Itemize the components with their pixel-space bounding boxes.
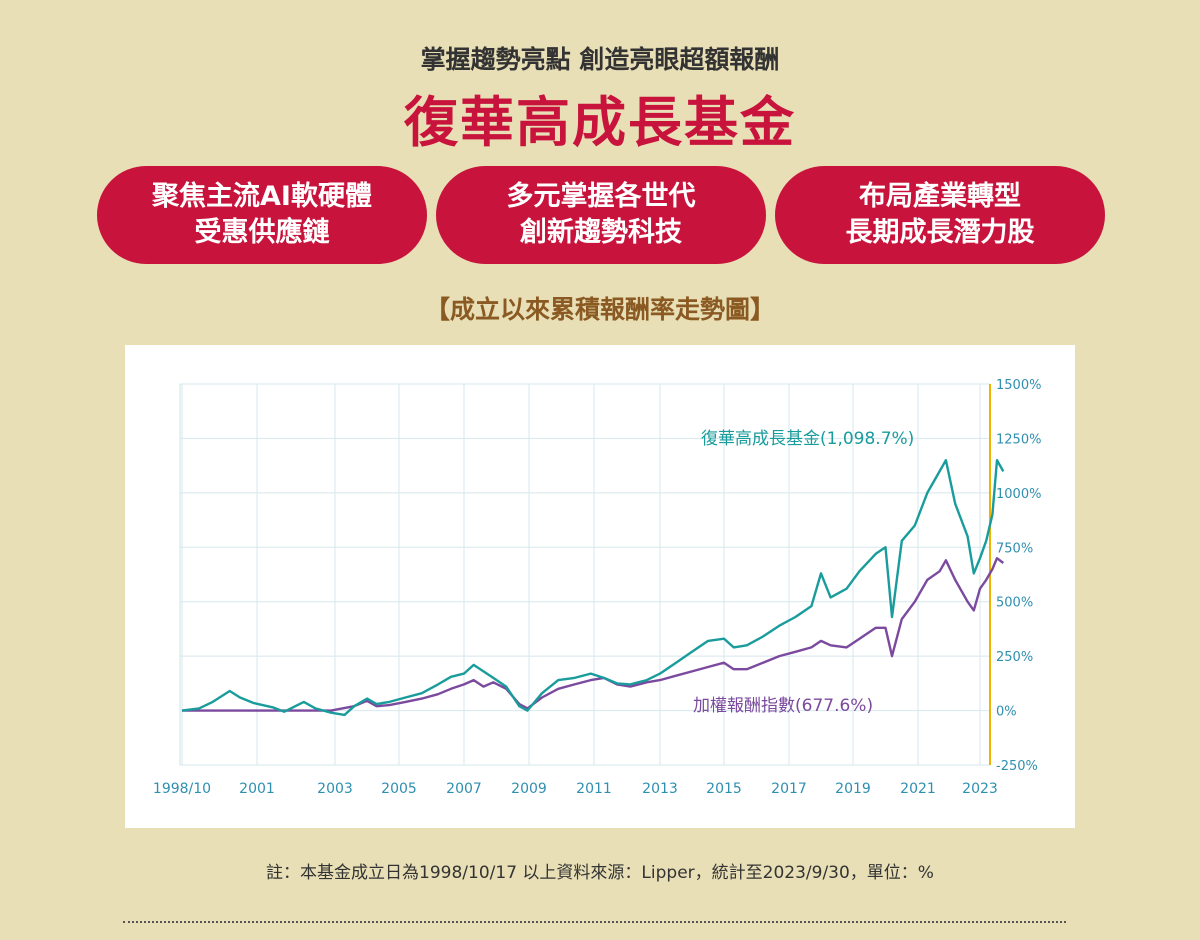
y-tick-label: 250% — [996, 650, 1033, 665]
y-tick-label: 500% — [996, 596, 1033, 611]
x-tick-label: 2017 — [771, 781, 807, 797]
chart-section-title: 【成立以來累積報酬率走勢圖】 — [424, 295, 775, 324]
feature-pill-line1: 布局產業轉型 — [859, 181, 1021, 212]
dotted-divider — [123, 921, 1066, 923]
x-tick-label: 2021 — [900, 781, 936, 797]
x-tick-label: 2009 — [511, 781, 547, 797]
x-tick-label: 2001 — [239, 781, 275, 797]
x-tick-label: 1998/10 — [153, 781, 211, 797]
chart-card: 1500% 1250% 1000% 750% 500% 250% 0% -250% 1998/1… — [125, 345, 1075, 828]
series-line-index — [182, 557, 1005, 712]
index-series-label: 加權報酬指數(677.6%) — [693, 696, 873, 716]
feature-pill-line2: 長期成長潛力股 — [845, 217, 1035, 248]
feature-pill-innovation: 多元掌握各世代 創新趨勢科技 — [436, 166, 766, 264]
page-subtitle: 掌握趨勢亮點 創造亮眼超額報酬 — [420, 45, 780, 74]
x-tick-label: 2013 — [642, 781, 678, 797]
y-tick-label: -250% — [996, 759, 1038, 774]
feature-pill-line2: 受惠供應鏈 — [194, 217, 330, 248]
y-tick-label: 1500% — [996, 378, 1041, 393]
x-tick-label: 2011 — [576, 781, 612, 797]
y-tick-label: 1000% — [996, 487, 1041, 502]
x-tick-label: 2019 — [835, 781, 871, 797]
feature-pill-ai: 聚焦主流AI軟硬體 受惠供應鏈 — [97, 166, 427, 264]
series-line-fund — [181, 459, 1005, 717]
x-tick-label: 2003 — [317, 781, 353, 797]
y-tick-label: 1250% — [996, 432, 1041, 447]
feature-pill-line2: 創新趨勢科技 — [520, 217, 682, 248]
y-tick-label: 750% — [996, 541, 1033, 556]
fund-title: 復華高成長基金 — [404, 91, 796, 154]
cumulative-return-chart: 1500% 1250% 1000% 750% 500% 250% 0% -250% 1998/1… — [153, 378, 1042, 797]
fund-series-label: 復華高成長基金(1,098.7%) — [701, 429, 914, 449]
x-tick-label: 2015 — [706, 781, 742, 797]
feature-pill-line1: 聚焦主流AI軟硬體 — [152, 181, 372, 212]
x-tick-label: 2005 — [381, 781, 417, 797]
footnote: 註：本基金成立日為1998/10/17 以上資料來源：Lipper，統計至202… — [266, 863, 934, 883]
x-tick-label: 2007 — [446, 781, 482, 797]
y-tick-label: 0% — [996, 705, 1017, 720]
x-tick-label: 2023 — [962, 781, 998, 797]
feature-pill-line1: 多元掌握各世代 — [506, 181, 696, 212]
feature-pill-transformation: 布局產業轉型 長期成長潛力股 — [775, 166, 1105, 264]
